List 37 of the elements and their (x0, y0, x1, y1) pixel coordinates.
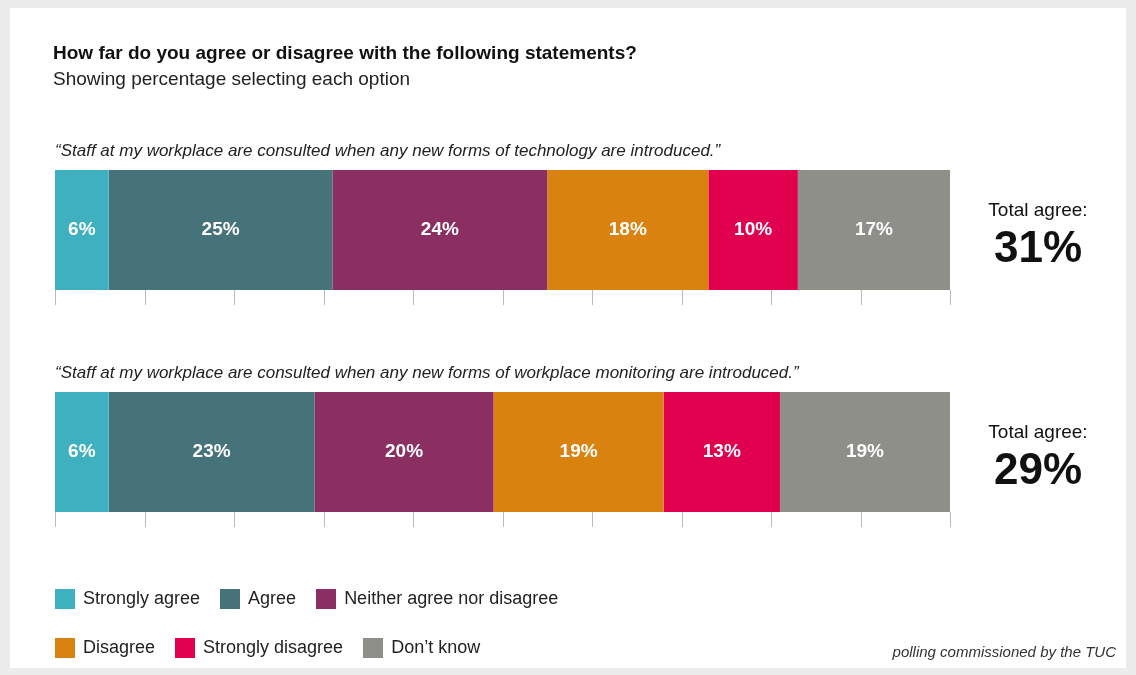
data-label: 24% (420, 218, 459, 240)
legend-label: Agree (248, 588, 297, 609)
bar (708, 170, 798, 290)
data-label: 13% (702, 440, 741, 462)
data-label: 23% (192, 440, 231, 462)
bar (779, 392, 950, 512)
y-tick-label: “Staff at my workplace are consulted when any new forms of workplace monitoring are introduced.” (55, 363, 800, 382)
data-label: 6% (68, 440, 96, 462)
annotation: Total agree: 29% (988, 421, 1088, 493)
data-label: 20% (385, 440, 424, 462)
data-label: 6% (68, 218, 96, 240)
annotation: Total agree: 31% (988, 199, 1088, 271)
bar (108, 170, 333, 290)
bar (332, 170, 548, 290)
legend-label: Don’t know (391, 637, 481, 658)
chart-subtitle: Showing percentage selecting each option (53, 68, 411, 90)
chart-title: How far do you agree or disagree with the following statements? (53, 42, 637, 64)
data-label: 18% (608, 218, 647, 240)
data-label: 19% (559, 440, 598, 462)
data-label: 25% (201, 218, 240, 240)
legend-label: Strongly agree (83, 588, 201, 609)
data-label: 17% (854, 218, 894, 240)
legend-label: Neither agree nor disagree (344, 588, 559, 609)
bar (108, 392, 315, 512)
legend-label: Disagree (83, 637, 156, 658)
bar (55, 170, 109, 290)
text: polling commissioned by the TUC (892, 643, 1116, 660)
bar (493, 392, 664, 512)
y-tick-label: “Staff at my workplace are consulted when any new forms of technology are introduced.” (55, 141, 722, 160)
bar (547, 170, 709, 290)
legend-label: Strongly disagree (203, 637, 344, 658)
bar (55, 392, 109, 512)
bar (314, 392, 494, 512)
bar (797, 170, 950, 290)
data-label: 19% (845, 440, 885, 462)
bar (663, 392, 780, 512)
data-label: 10% (734, 218, 773, 240)
